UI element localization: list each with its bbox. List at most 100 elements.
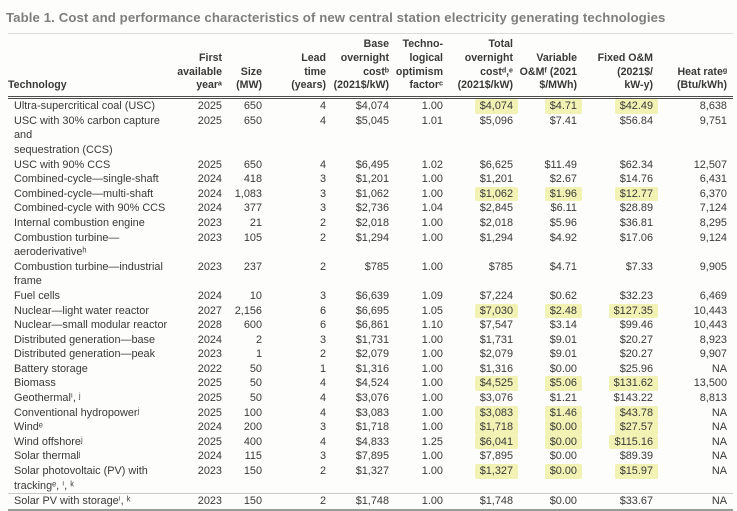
cell-technology: Fuel cells [14,289,60,302]
cell-total-overnight-cost: $7,895 [479,450,513,463]
cell-base-overnight-cost: $1,731 [355,333,389,346]
cell-variable-om: $0.00 [549,362,577,375]
cell-optimism-factor: 1.02 [421,158,443,171]
cell-first-available-year: 2024 [197,187,222,200]
cell-heat-rate: 8,923 [699,333,727,346]
cell-variable-om: $0.00 [549,450,577,463]
cell-base-overnight-cost: $6,495 [355,158,389,171]
cell-heat-rate: 10,443 [693,304,727,317]
table-row: Fuel cells 2024 10 3 $6,639 1.09 $7,224 … [8,289,733,304]
cell-first-available-year: 2023 [197,231,222,244]
cell-lead-time: 2 [319,216,326,229]
cell-total-overnight-cost: $1,748 [449,493,519,511]
cell-optimism-factor: 1.00 [421,260,443,273]
col-header-optimism-factor: Techno- logical optimism factorᶜ [395,32,449,100]
cell-base-overnight-cost: $2,736 [355,202,389,215]
cell-optimism-factor: 1.04 [421,202,443,215]
cell-lead-time: 3 [319,421,326,434]
col-header-technology: Technology [8,32,172,100]
cell-technology: Geothermalⁱ, ʲ [14,392,81,405]
cell-variable-om: $0.62 [549,289,577,302]
cell-lead-time: 4 [319,392,326,405]
cell-first-available-year: 2025 [197,100,222,113]
cell-fixed-om: $36.81 [619,216,653,229]
table-row: Distributed generation—base 2024 2 3 $1,… [8,333,733,348]
cell-heat-rate: 9,905 [699,260,727,273]
highlight-mark: $0.00 [544,464,582,479]
table-row: Combustion turbine—industrial frame 2023… [8,260,733,289]
col-header-variable-om: Variable O&Mᶠ (2021 $/MWh) [519,32,583,100]
cell-technology: Distributed generation—base [14,333,156,346]
cell-lead-time: 3 [319,173,326,186]
cell-heat-rate: NA [711,362,727,375]
cell-fixed-om: $127.35 [583,303,659,319]
highlight-mark: $5.06 [544,376,582,392]
cell-base-overnight-cost: $1,327 [355,465,389,478]
cell-lead-time: 3 [319,450,326,463]
cell-lead-time: 2 [319,260,326,273]
cell-size: 2,156 [234,304,262,317]
cost-performance-table: Technology First available yearᵃ Size (M… [8,32,733,511]
cell-size: 100 [243,406,262,419]
cell-optimism-factor: 1.00 [421,450,443,463]
cell-base-overnight-cost: $6,695 [355,304,389,317]
table-row: Distributed generation—peak 2023 1 2 $2,… [8,347,733,362]
cell-base-overnight-cost: $2,079 [355,348,389,361]
cell-technology: Internal combustion engine [14,216,145,229]
cell-fixed-om: $7.33 [625,260,653,273]
highlight-mark: $2.48 [544,303,582,319]
cell-first-available-year: 2024 [197,289,222,302]
cell-first-available-year: 2027 [197,304,222,317]
cell-fixed-om: $12.77 [583,186,659,202]
cell-heat-rate: NA [711,406,727,419]
cell-technology: Biomass [14,377,56,390]
highlight-mark: $1,327 [474,464,518,479]
cell-technology: Solar PV with storageⁱ, ᵏ [8,493,172,511]
cell-technology: Solar thermalʲ [14,450,81,463]
cell-fixed-om: $33.67 [583,493,659,511]
cell-first-available-year: 2025 [197,406,222,419]
cell-optimism-factor: 1.25 [421,435,443,448]
cell-first-available-year: 2023 [197,348,222,361]
highlight-mark: $1,062 [474,186,518,202]
cell-fixed-om: $20.27 [619,348,653,361]
highlight-mark: $7,030 [474,303,518,319]
cell-lead-time: 3 [319,333,326,346]
cell-total-overnight-cost: $7,547 [479,319,513,332]
cell-heat-rate: NA [711,435,727,448]
highlight-mark: $3,083 [474,405,518,421]
cell-total-overnight-cost: $3,083 [449,405,519,421]
cell-total-overnight-cost: $785 [488,260,513,273]
cell-total-overnight-cost: $4,074 [449,98,519,114]
cell-technology: Solar photovoltaic (PV) with trackingᵉ, … [14,465,148,492]
cell-technology: USC with 30% carbon capture and sequestr… [14,114,160,156]
cell-first-available-year: 2025 [197,158,222,171]
cell-size: 650 [243,114,262,127]
cell-optimism-factor: 1.00 [421,216,443,229]
cell-fixed-om: $25.96 [619,362,653,375]
table-row: Biomass 2025 50 4 $4,524 1.00 $4,525 $5.… [8,376,733,392]
cell-first-available-year: 2024 [197,333,222,346]
cell-technology: Combustion turbine— aeroderivativeʰ [14,231,120,259]
cell-first-available-year: 2025 [197,435,222,448]
cell-optimism-factor: 1.00 [421,173,443,186]
table-row: Combined-cycle—single-shaft 2024 418 3 $… [8,172,733,187]
cell-total-overnight-cost: $1,327 [449,464,519,494]
cell-size: 50 [249,377,262,390]
cell-first-available-year: 2023 [197,465,222,478]
cell-total-overnight-cost: $1,718 [449,420,519,435]
cell-lead-time: 2 [319,348,326,361]
cell-size: 650 [243,158,262,171]
cell-heat-rate: 12,507 [693,158,727,171]
cell-optimism-factor: 1.00 [421,362,443,375]
cell-fixed-om: $42.49 [583,98,659,114]
cell-total-overnight-cost: $2,018 [479,216,513,229]
table-title: Table 1. Cost and performance characteri… [6,10,666,25]
cell-base-overnight-cost: $4,074 [355,100,389,113]
cell-fixed-om: $17.06 [619,231,653,244]
cell-base-overnight-cost: $785 [364,260,389,273]
cell-variable-om: $9.01 [549,333,577,346]
cell-heat-rate: NA [711,450,727,463]
highlight-mark: $4,074 [474,99,518,114]
